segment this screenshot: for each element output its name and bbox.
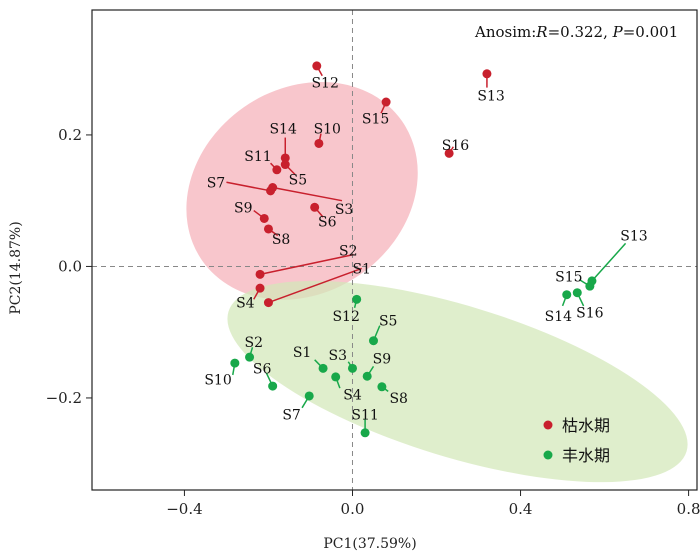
label-dry-s16: S16 xyxy=(442,138,469,154)
label-dry-s13: S13 xyxy=(477,88,504,104)
label-dry-s15: S15 xyxy=(362,111,389,127)
point-wet-s7 xyxy=(304,391,314,401)
leader-dry-s1 xyxy=(268,267,362,304)
point-dry-s4 xyxy=(255,283,265,293)
point-wet-s2 xyxy=(245,352,255,362)
label-dry-s4: S4 xyxy=(236,296,255,312)
label-wet-s9: S9 xyxy=(373,351,392,367)
legend-marker-dry-season xyxy=(543,420,553,430)
point-wet-s3 xyxy=(347,363,357,373)
point-dry-s6 xyxy=(310,202,320,212)
data-points xyxy=(230,61,597,438)
point-wet-s6 xyxy=(268,381,278,391)
point-wet-s15 xyxy=(585,281,595,291)
point-dry-s12 xyxy=(312,61,322,71)
point-dry-s7 xyxy=(266,186,276,196)
label-dry-s12: S12 xyxy=(311,75,338,91)
x-tick-label: 0.4 xyxy=(509,500,533,518)
leader-wet-s13 xyxy=(591,242,627,282)
point-dry-s5 xyxy=(280,160,290,170)
label-wet-s16: S16 xyxy=(576,305,603,321)
label-wet-s15: S15 xyxy=(555,269,582,285)
y-tick-label: 0.2 xyxy=(58,126,82,144)
x-tick-label: 0.0 xyxy=(341,500,365,518)
label-wet-s10: S10 xyxy=(204,373,231,389)
label-wet-s12: S12 xyxy=(332,309,359,325)
group-ellipses xyxy=(186,81,688,483)
label-dry-s8: S8 xyxy=(272,232,291,248)
label-wet-s5: S5 xyxy=(379,313,398,329)
label-dry-s10: S10 xyxy=(314,121,341,137)
point-dry-s16 xyxy=(444,148,454,158)
point-dry-s14 xyxy=(280,153,290,163)
point-dry-s10 xyxy=(314,138,324,148)
x-axis-title: PC1(37.59%) xyxy=(323,536,416,552)
y-axis-title: PC2(14.87%) xyxy=(8,221,24,314)
point-wet-s4 xyxy=(331,372,341,382)
label-dry-s5: S5 xyxy=(289,173,308,189)
label-wet-s1: S1 xyxy=(293,345,312,361)
label-dry-s1: S1 xyxy=(352,261,371,277)
label-wet-s2: S2 xyxy=(245,335,264,351)
point-wet-s12 xyxy=(352,294,362,304)
point-wet-s5 xyxy=(368,336,378,346)
legend-label-wet-season: 丰水期 xyxy=(562,446,610,465)
point-dry-s9 xyxy=(259,213,269,223)
label-dry-s14: S14 xyxy=(269,121,296,137)
point-wet-s1 xyxy=(318,363,328,373)
confidence-ellipse-wet-season xyxy=(227,280,688,483)
legend-marker-wet-season xyxy=(543,450,553,460)
label-dry-s6: S6 xyxy=(318,215,337,231)
point-wet-s10 xyxy=(230,358,240,368)
anosim-r-symbol: R xyxy=(535,23,547,41)
point-wet-s11 xyxy=(360,428,370,438)
x-tick-label: −0.4 xyxy=(166,500,202,518)
y-tick-label: 0.0 xyxy=(58,257,82,275)
point-wet-s14 xyxy=(562,290,572,300)
confidence-ellipse-dry-season xyxy=(186,81,418,300)
label-wet-s4: S4 xyxy=(343,388,362,404)
label-wet-s3: S3 xyxy=(329,348,348,364)
label-dry-s11: S11 xyxy=(244,149,271,165)
point-wet-s8 xyxy=(377,382,387,392)
label-dry-s2: S2 xyxy=(339,244,358,260)
anosim-r-value: =0.322, xyxy=(548,23,613,41)
anosim-prefix: Anosim: xyxy=(474,23,536,41)
y-tick-label: −0.2 xyxy=(46,389,82,407)
label-wet-s14: S14 xyxy=(545,309,572,325)
leader-dry-s2 xyxy=(259,253,354,276)
legend-label-dry-season: 枯水期 xyxy=(562,416,610,435)
point-wet-s16 xyxy=(572,288,582,298)
point-dry-s2 xyxy=(255,269,265,279)
point-dry-s11 xyxy=(272,165,282,175)
anosim-p-value: =0.001 xyxy=(623,23,679,41)
axis-ticks: −0.4 0.0 0.4 0.8 0.2 0.0 −0.2 xyxy=(46,126,700,518)
label-wet-s11: S11 xyxy=(351,407,378,423)
anosim-p-symbol: P xyxy=(612,23,624,41)
legend: 枯水期 丰水期 xyxy=(543,416,610,465)
label-wet-s13: S13 xyxy=(620,229,647,245)
leader-dry-s7 xyxy=(226,181,271,192)
leader-dry-s3 xyxy=(272,186,343,202)
zero-reference-lines xyxy=(92,10,697,490)
point-dry-s8 xyxy=(263,224,273,234)
label-dry-s7: S7 xyxy=(207,175,226,191)
anosim-annotation: Anosim:R=0.322, P=0.001 xyxy=(474,23,678,41)
point-dry-s1 xyxy=(263,298,273,308)
point-dry-s13 xyxy=(482,69,492,79)
point-labels: S1S2S3S4S5S6S7S8S9S10S11S12S13S14S15S16S… xyxy=(204,75,647,423)
label-wet-s6: S6 xyxy=(253,361,272,377)
plot-frame xyxy=(91,9,698,491)
label-dry-s3: S3 xyxy=(335,202,354,218)
point-wet-s9 xyxy=(362,371,372,381)
label-wet-s7: S7 xyxy=(282,407,301,423)
label-dry-s9: S9 xyxy=(234,200,253,216)
point-dry-s15 xyxy=(381,97,391,107)
x-tick-label: 0.8 xyxy=(677,500,700,518)
label-wet-s8: S8 xyxy=(389,391,408,407)
